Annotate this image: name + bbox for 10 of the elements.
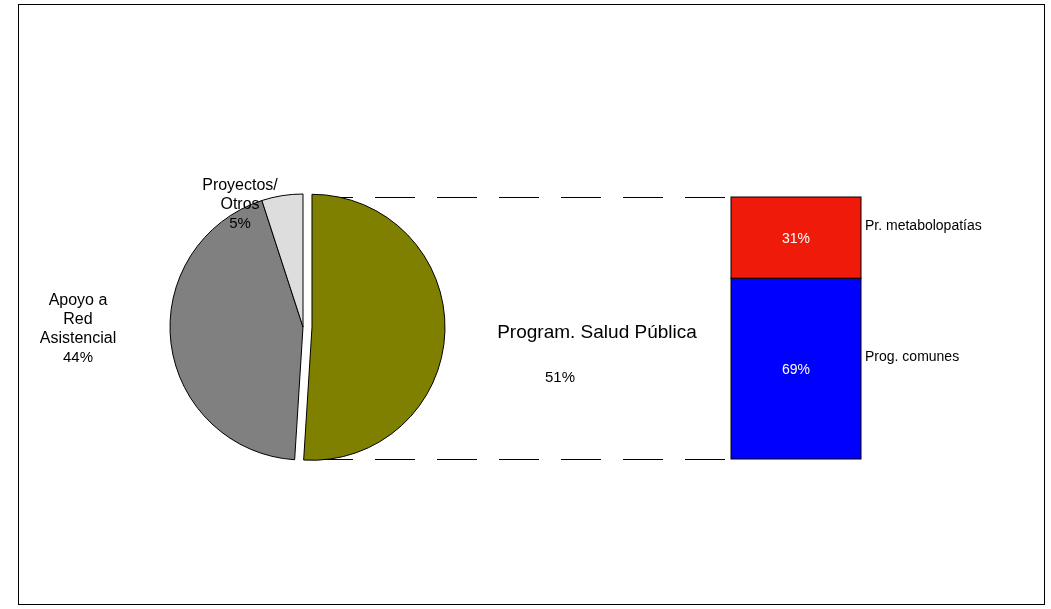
data-label: 44% xyxy=(62,348,94,365)
slice-label: Proyectos/ Otros xyxy=(202,176,279,212)
slice-label: Apoyo a Red Asistencial xyxy=(39,291,117,346)
data-label: 5% xyxy=(229,214,251,231)
data-label: 51% xyxy=(544,368,576,385)
data-label: 31% xyxy=(781,229,811,246)
series-label: Pr. metabolopatías xyxy=(865,216,982,233)
slice-label: Program. Salud Pública xyxy=(497,321,698,342)
series-label: Prog. comunes xyxy=(865,347,960,364)
data-label: 69% xyxy=(781,360,811,377)
